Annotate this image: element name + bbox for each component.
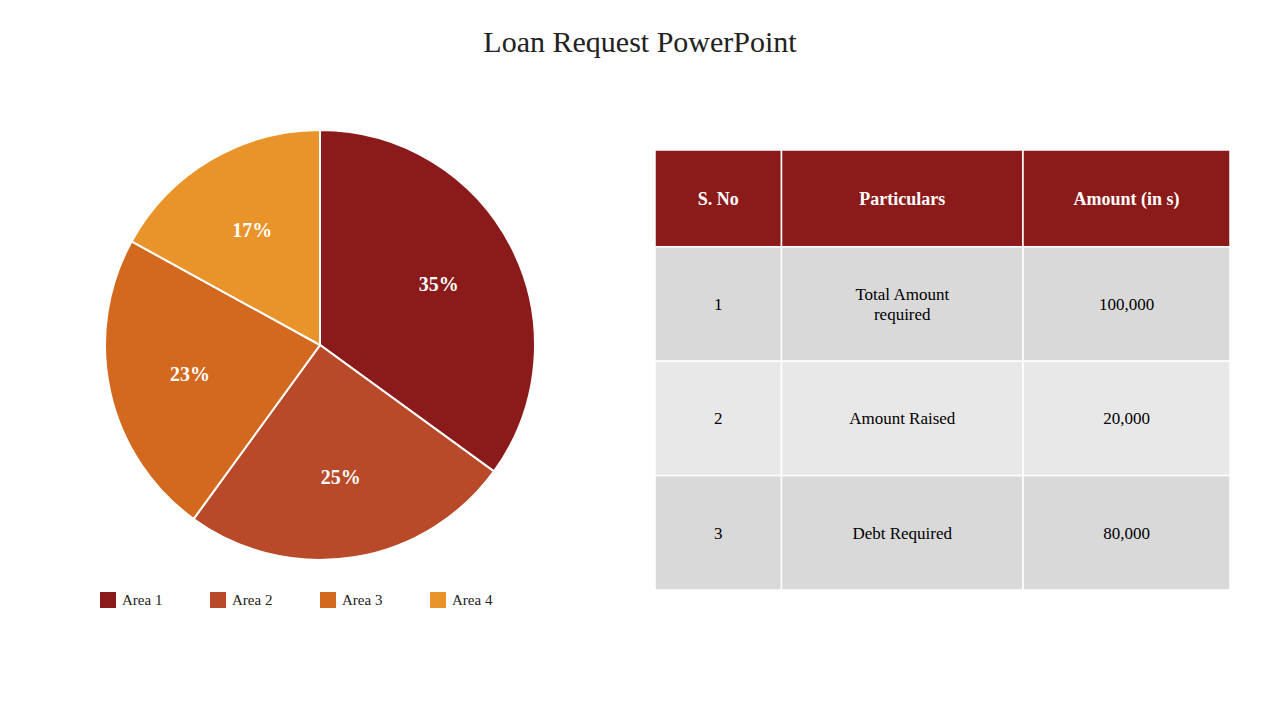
legend-item: Area 3: [320, 592, 382, 608]
table-cell: 80,000: [1103, 524, 1150, 543]
legend-item: Area 2: [210, 592, 272, 608]
data-label: 35%: [419, 273, 459, 295]
text-line: Amount (in s): [1073, 189, 1179, 210]
legend: Area 1 Area 2 Area 3 Area 4: [100, 592, 493, 608]
text-line: 20,000: [1103, 409, 1150, 428]
legend-label: Area 2: [232, 592, 272, 608]
table-cell-bg: [782, 476, 1024, 590]
text-line: 100,000: [1099, 295, 1154, 314]
legend-swatch: [320, 592, 336, 608]
text-line: S. No: [698, 189, 739, 209]
figure: Loan Request PowerPoint 35% 25% 23% 17% Area …: [0, 0, 1280, 720]
legend-swatch: [430, 592, 446, 608]
table-cell-bg: [655, 361, 782, 475]
table-cell-bg: [782, 247, 1024, 361]
table-header: Amount (in s): [1073, 189, 1179, 210]
table: S. No Particulars Amount (in s) 1 Total Amou…: [655, 150, 1230, 590]
legend-item: Area 1: [100, 592, 162, 608]
pie-slice: [132, 130, 320, 345]
text-line: 2: [714, 409, 723, 428]
legend-swatch: [100, 592, 116, 608]
legend-item: Area 4: [430, 592, 493, 608]
table-cell: 20,000: [1103, 409, 1150, 428]
table-cell: 3: [714, 524, 723, 543]
text-line: 80,000: [1103, 524, 1150, 543]
table-cell-bg: [655, 476, 782, 590]
text-line: 3: [714, 524, 723, 543]
legend-label: Area 3: [342, 592, 382, 608]
data-label: 23%: [170, 363, 210, 385]
table-cell-bg: [1023, 361, 1230, 475]
table-cell: Total Amountrequired: [855, 285, 949, 324]
legend-label: Area 1: [122, 592, 162, 608]
text-line: required: [874, 305, 931, 324]
table-cell-bg: [1023, 476, 1230, 590]
table-header: S. No: [698, 189, 739, 209]
table-cell: 100,000: [1099, 295, 1154, 314]
table-header-cell: [782, 150, 1024, 247]
legend-swatch: [210, 592, 226, 608]
legend-label: Area 4: [452, 592, 493, 608]
data-label: 25%: [321, 466, 361, 488]
title: Loan Request PowerPoint: [483, 25, 797, 58]
table-header: Particulars: [859, 189, 945, 209]
table-cell: 1: [714, 295, 723, 314]
table-cell: Debt Required: [852, 524, 952, 543]
table-cell-bg: [1023, 247, 1230, 361]
text-line: Particulars: [859, 189, 945, 209]
table-cell: 2: [714, 409, 723, 428]
pie: 35% 25% 23% 17%: [105, 130, 535, 560]
table-header-cell: [1023, 150, 1230, 247]
text-line: Amount Raised: [849, 409, 956, 428]
text-line: Total Amount: [855, 285, 949, 304]
text-line: 1: [714, 295, 723, 314]
table-cell-bg: [782, 361, 1024, 475]
data-label: 17%: [232, 219, 272, 241]
table-header-cell: [655, 150, 782, 247]
table-cell: Amount Raised: [849, 409, 956, 428]
text-line: Debt Required: [852, 524, 952, 543]
table-cell-bg: [655, 247, 782, 361]
